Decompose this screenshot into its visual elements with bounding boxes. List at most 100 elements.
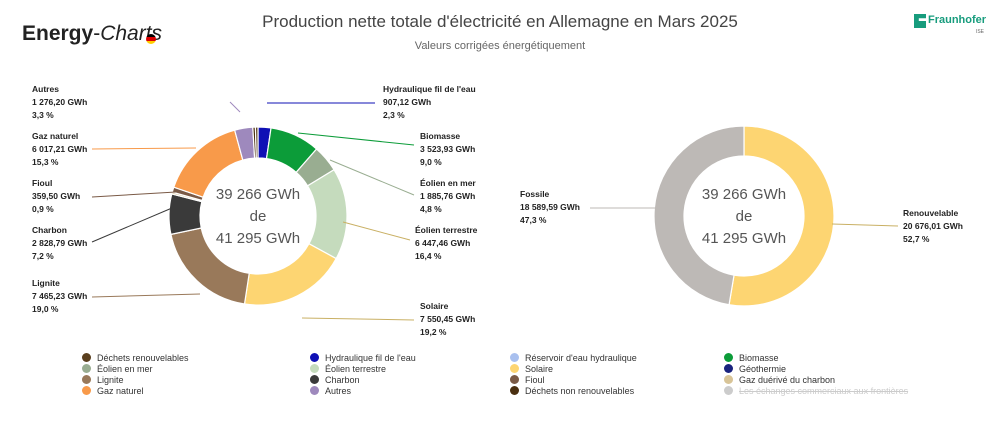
slice-label-fossile-name: Fossile	[520, 189, 550, 199]
legend-marker-icon	[724, 386, 733, 395]
leader-line-eolien-terrestre	[342, 221, 411, 241]
slice-solaire-5[interactable]	[243, 242, 337, 306]
legend-marker-icon	[310, 353, 319, 362]
slice-label-renouvelable-share: 52,7 %	[903, 234, 930, 244]
slice-label-charbon-value: 2 828,79 GWh	[32, 238, 87, 248]
slice-label-eolien-terrestre-name: Éolien terrestre	[415, 225, 478, 235]
legend-label: Réservoir d'eau hydraulique	[525, 352, 637, 363]
leader-line-gaz-naturel	[91, 147, 197, 150]
slice-label-hydraulique-fil-de-l-eau-value: 907,12 GWh	[383, 97, 431, 107]
leader-line-charbon	[91, 207, 173, 243]
legend-marker-icon	[724, 375, 733, 384]
legend-marker-icon	[510, 353, 519, 362]
slice-dechets-renouvelables-13[interactable]	[254, 126, 259, 159]
legend-item-gaz-naturel[interactable]: Gaz naturel	[82, 385, 144, 396]
center-text-line-1: 39 266 GWh	[216, 186, 300, 203]
legend-item-dechets-renouvelables[interactable]: Déchets renouvelables	[82, 352, 189, 363]
slice-label-biomasse-value: 3 523,93 GWh	[420, 144, 475, 154]
slice-label-solaire-name: Solaire	[420, 301, 449, 311]
logo-dash: -	[93, 22, 101, 45]
legend-label: Éolien terrestre	[325, 363, 387, 374]
slice-label-eolien-en-mer-share: 4,8 %	[420, 204, 442, 214]
center-text-line-3: 41 295 GWh	[216, 230, 300, 247]
slice-fossile-1[interactable]	[653, 125, 745, 306]
slice-label-gaz-naturel-value: 6 017,21 GWh	[32, 144, 87, 154]
slice-label-gaz-naturel-share: 15,3 %	[32, 157, 59, 167]
slice-label-eolien-terrestre-value: 6 447,46 GWh	[415, 238, 470, 248]
legend-marker-icon	[310, 375, 319, 384]
legend-label: Hydraulique fil de l'eau	[325, 352, 416, 363]
legend-label: Solaire	[525, 363, 554, 374]
slice-label-lignite-value: 7 465,23 GWh	[32, 291, 87, 301]
fraunhofer-name: Fraunhofer	[928, 14, 987, 26]
fraunhofer-mark-icon	[914, 14, 926, 28]
slice-label-renouvelable-value: 20 676,01 GWh	[903, 221, 963, 231]
chart-title: Production nette totale d'électricité en…	[262, 12, 738, 31]
legend-marker-icon	[510, 375, 519, 384]
slice-label-charbon-name: Charbon	[32, 225, 67, 235]
slice-renouvelable-0[interactable]	[728, 125, 835, 307]
legend-item-les-echanges-commerciaux-aux-frontieres[interactable]: Les échanges commerciaux aux frontières	[724, 385, 908, 396]
legend-item-dechets-non-renouvelables[interactable]: Déchets non renouvelables	[510, 385, 634, 396]
slice-label-fossile-share: 47,3 %	[520, 215, 547, 225]
legend-item-fioul[interactable]: Fioul	[510, 374, 545, 385]
legend-item-lignite[interactable]: Lignite	[82, 374, 124, 385]
legend-item-solaire[interactable]: Solaire	[510, 363, 553, 374]
legend-label: Biomasse	[739, 352, 779, 363]
slice-label-eolien-en-mer-value: 1 885,76 GWh	[420, 191, 475, 201]
slice-label-lignite-share: 19,0 %	[32, 304, 59, 314]
center-text-line-1: 39 266 GWh	[702, 186, 786, 203]
slice-label-charbon-share: 7,2 %	[32, 251, 54, 261]
germany-flag-icon	[146, 34, 156, 44]
leader-line-lignite	[91, 293, 201, 298]
fraunhofer-sub: ISE	[975, 29, 984, 35]
legend-label: Éolien en mer	[97, 363, 153, 374]
slice-eolien-terrestre-4[interactable]	[306, 168, 348, 260]
leader-line-solaire	[301, 317, 415, 321]
leader-line-biomasse	[297, 132, 415, 146]
legend-marker-icon	[724, 364, 733, 373]
legend-marker-icon	[82, 386, 91, 395]
legend-label: Autres	[325, 385, 352, 396]
slice-label-lignite-name: Lignite	[32, 278, 60, 288]
legend-label: Fioul	[525, 374, 545, 385]
legend-marker-icon	[724, 353, 733, 362]
slice-label-biomasse-name: Biomasse	[420, 131, 460, 141]
legend-item-biomasse[interactable]: Biomasse	[724, 352, 779, 363]
legend-label: Déchets non renouvelables	[525, 385, 635, 396]
fraunhofer-logo[interactable]: Fraunhofer ISE	[914, 14, 987, 36]
slice-label-solaire-share: 19,2 %	[420, 327, 447, 337]
legend-marker-icon	[82, 353, 91, 362]
legend-item-gaz-duerive-du-charbon[interactable]: Gaz duérivé du charbon	[724, 374, 835, 385]
legend-item-autres[interactable]: Autres	[310, 385, 351, 396]
legend-marker-icon	[310, 364, 319, 373]
legend-label: Gaz naturel	[97, 385, 144, 396]
donut-chart-1: 39 266 GWh de 41 295 GWh Hydraulique fil de…	[32, 84, 478, 337]
legend-marker-icon	[510, 364, 519, 373]
legend-marker-icon	[82, 364, 91, 373]
slice-label-solaire-value: 7 550,45 GWh	[420, 314, 475, 324]
slice-label-autres-name: Autres	[32, 84, 59, 94]
legend-marker-icon	[82, 375, 91, 384]
legend-label: Déchets renouvelables	[97, 352, 189, 363]
slice-label-hydraulique-fil-de-l-eau-name: Hydraulique fil de l'eau	[383, 84, 476, 94]
legend-item-hydraulique-fil-de-l-eau[interactable]: Hydraulique fil de l'eau	[310, 352, 416, 363]
legend-item-charbon[interactable]: Charbon	[310, 374, 360, 385]
legend-item-reservoir-d-eau-hydraulique[interactable]: Réservoir d'eau hydraulique	[510, 352, 637, 363]
center-text-line-2: de	[250, 208, 267, 225]
legend-label: Gaz duérivé du charbon	[739, 374, 836, 385]
legend-marker-icon	[510, 386, 519, 395]
logo-main-text: Energy	[22, 22, 94, 45]
center-text-line-3: 41 295 GWh	[702, 230, 786, 247]
legend-label: Les échanges commerciaux aux frontières	[739, 385, 909, 396]
legend-item-eolien-en-mer[interactable]: Éolien en mer	[82, 363, 153, 374]
slice-label-hydraulique-fil-de-l-eau-share: 2,3 %	[383, 110, 405, 120]
legend-label: Charbon	[325, 374, 360, 385]
slice-label-autres-value: 1 276,20 GWh	[32, 97, 87, 107]
slice-label-fioul-share: 0,9 %	[32, 204, 54, 214]
slice-label-eolien-terrestre-share: 16,4 %	[415, 251, 442, 261]
legend-label: Géothermie	[739, 363, 787, 374]
slice-label-fioul-value: 359,50 GWh	[32, 191, 80, 201]
legend-item-geothermie[interactable]: Géothermie	[724, 363, 786, 374]
legend-item-eolien-terrestre[interactable]: Éolien terrestre	[310, 363, 386, 374]
